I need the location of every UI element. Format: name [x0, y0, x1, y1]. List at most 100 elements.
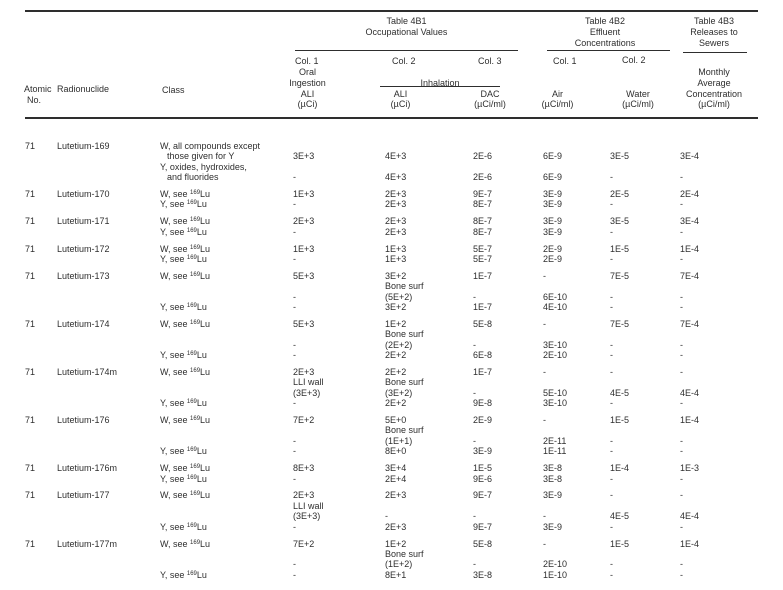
dac-cell: 2E-9 — [473, 415, 493, 426]
table-row: Y, see 169Lu - 8E+1 3E-8 1E-10 - - — [0, 570, 783, 580]
effluent-air-cell: 4E-10 — [543, 302, 568, 313]
effluent-water-cell: - — [610, 490, 613, 501]
effluent-water-cell: - — [610, 199, 613, 210]
dac-cell: 6E-8 — [473, 350, 493, 361]
oral-ali-cell: 1E+3 — [293, 243, 315, 254]
dac-cell: 3E-8 — [473, 569, 493, 580]
isotope-superscript: 169 — [186, 351, 197, 358]
class-cell: Y, see 169Lu — [160, 473, 207, 484]
sewer-concentration-cell: 3E-4 — [680, 151, 700, 162]
oral-ali-cell: - — [293, 521, 296, 532]
isotope-superscript: 169 — [186, 200, 197, 207]
water-units: (µCi/ml) — [622, 99, 654, 109]
effluent-air-cell: 3E-8 — [543, 463, 563, 474]
table-4b3-underline — [683, 52, 747, 53]
inhalation-ali-cell: 5E+0 — [385, 415, 407, 426]
sewer-concentration-cell: - — [680, 446, 683, 457]
effluent-air-cell: 3E-9 — [543, 226, 563, 237]
table-row: Bone surf — [0, 549, 783, 559]
dac-cell: 2E-6 — [473, 151, 493, 162]
radionuclide-cell: Lutetium-173 — [57, 270, 110, 281]
effluent-air-cell: 3E-10 — [543, 339, 568, 350]
dac-cell: 3E-9 — [473, 446, 493, 457]
effluent-air-cell: 5E-10 — [543, 387, 568, 398]
sewer-concentration-cell: - — [680, 559, 683, 570]
atomic-no-cell: 71 — [25, 463, 36, 474]
radionuclide-block: 71 Lutetium-176m W, see 169Lu 8E+3 3E+4 1E-5 3… — [0, 463, 783, 484]
table-4b3-title: Table 4B3 — [693, 16, 735, 26]
table-row: 71 Lutetium-177m W, see 169Lu 7E+2 1E+2 5E-8 -… — [0, 539, 783, 549]
table-4b2-subtitle-1: Effluent — [589, 27, 621, 37]
dac-cell: 5E-8 — [473, 318, 493, 329]
effluent-air-cell: 3E-9 — [543, 199, 563, 210]
radionuclide-cell: Lutetium-176 — [57, 415, 110, 426]
inhalation-ali-cell: 1E+3 — [385, 254, 407, 265]
dac-cell: - — [473, 387, 476, 398]
dac-cell: 9E-6 — [473, 473, 493, 484]
effluent-air-cell: - — [543, 367, 546, 378]
oral-ali-cell: LLI wall — [293, 500, 324, 511]
sewer-header-line1: Monthly — [698, 67, 730, 77]
table-4b2-underline — [547, 50, 670, 51]
oral-ali-cell: - — [293, 339, 296, 350]
isotope-superscript: 169 — [186, 227, 197, 234]
radionuclide-block: 71 Lutetium-176 W, see 169Lu 7E+2 5E+0 2E-9 - 1… — [0, 415, 783, 457]
atomic-no-cell: 71 — [25, 415, 36, 426]
sewer-concentration-cell: 4E-4 — [680, 511, 700, 522]
class-cell: and fluorides — [167, 172, 219, 183]
effluent-air-cell: 2E-10 — [543, 350, 568, 361]
inhalation-ali-cell: Bone surf — [385, 548, 424, 559]
table-body: 71 Lutetium-169 W, all compounds except tho… — [0, 119, 783, 580]
inhalation-col2-label: Col. 2 — [392, 56, 416, 66]
isotope-superscript: 169 — [190, 217, 201, 224]
effluent-water-cell: - — [610, 569, 613, 580]
isotope-superscript: 169 — [190, 190, 201, 197]
effluent-air-cell: 3E-9 — [543, 521, 563, 532]
class-label: Class — [162, 85, 185, 95]
isotope-superscript: 169 — [190, 464, 201, 471]
table-4b1-title: Table 4B1 — [386, 16, 427, 26]
oral-header-line1: Oral — [298, 67, 316, 77]
atomic-no-cell: 71 — [25, 243, 36, 254]
inhalation-ali-cell: 2E+3 — [385, 226, 407, 237]
table-row: Y, see 169Lu - 2E+3 8E-7 3E-9 - - — [0, 199, 783, 209]
sewer-concentration-cell: 1E-4 — [680, 538, 700, 549]
inhalation-ali-cell: 3E+2 — [385, 270, 407, 281]
atomic-no-cell: 71 — [25, 318, 36, 329]
oral-ali-cell: - — [293, 569, 296, 580]
effluent-air-cell: 2E-11 — [543, 435, 567, 446]
effluent-water-cell: - — [610, 473, 613, 484]
oral-header-line2: Ingestion — [289, 78, 326, 88]
dac-cell: 5E-8 — [473, 538, 493, 549]
atomic-no-label-line2: No. — [27, 95, 42, 105]
radionuclide-label: Radionuclide — [57, 84, 110, 94]
inhalation-ali-cell: (2E+2) — [385, 339, 413, 350]
dac-cell: - — [473, 291, 476, 302]
isotope-superscript: 169 — [190, 271, 201, 278]
sewer-concentration-cell: - — [680, 339, 683, 350]
table-row: Bone surf — [0, 329, 783, 339]
effluent-air-cell: - — [543, 415, 546, 426]
inhalation-underline — [380, 86, 500, 87]
atomic-no-cell: 71 — [25, 538, 36, 549]
oral-ali-cell: - — [293, 473, 296, 484]
inhalation-ali-cell: - — [385, 511, 388, 522]
sewer-concentration-cell: 7E-4 — [680, 318, 700, 329]
inhalation-ali-cell: (1E+2) — [385, 559, 413, 570]
table-row: Y, see 169Lu - 2E+3 9E-7 3E-9 - - — [0, 522, 783, 532]
inhalation-ali-cell: 2E+3 — [385, 490, 407, 501]
radionuclide-block: 71 Lutetium-169 W, all compounds except tho… — [0, 141, 783, 183]
oral-ali-cell: - — [293, 350, 296, 361]
atomic-no-label-line1: Atomic — [24, 84, 52, 94]
oral-ali-label: ALI — [300, 89, 315, 99]
effluent-air-cell: 3E-9 — [543, 216, 563, 227]
atomic-no-cell: 71 — [25, 367, 36, 378]
oral-ali-cell: 8E+3 — [293, 463, 315, 474]
oral-ali-cell: 1E+3 — [293, 189, 315, 200]
effluent-water-cell: - — [610, 559, 613, 570]
table-row: 71 Lutetium-177 W, see 169Lu 2E+3 2E+3 9E-7 3E… — [0, 490, 783, 500]
table-row: Y, see 169Lu - 2E+2 9E-8 3E-10 - - — [0, 398, 783, 408]
dac-cell: 5E-7 — [473, 254, 493, 265]
radionuclide-block: 71 Lutetium-170 W, see 169Lu 1E+3 2E+3 9E-7 3E… — [0, 189, 783, 210]
inhalation-ali-cell: 2E+3 — [385, 199, 407, 210]
